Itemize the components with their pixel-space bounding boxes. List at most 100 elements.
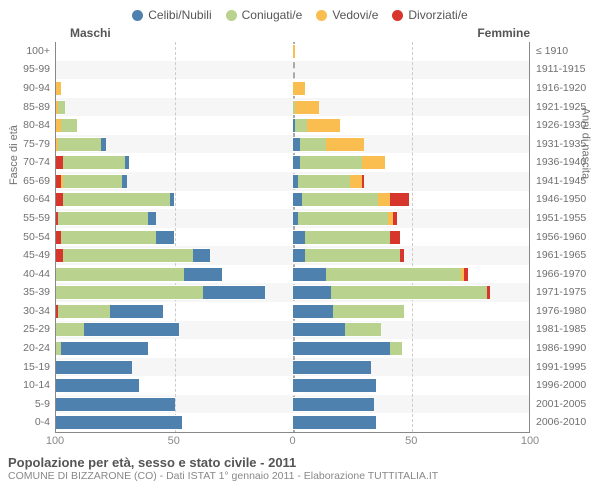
bar-segment [326, 137, 364, 152]
legend-item: Celibi/Nubili [132, 8, 211, 22]
bar-segment [390, 230, 399, 245]
year-label: 1926-1930 [530, 118, 586, 133]
year-label: 1986-1990 [530, 341, 586, 356]
legend-swatch [226, 10, 237, 21]
year-label: 1966-1970 [530, 267, 586, 282]
bar-segment [293, 415, 376, 430]
bar-segment [63, 192, 170, 207]
legend-swatch [316, 10, 327, 21]
header-female: Femmine [477, 26, 530, 40]
age-row: 95-991911-1915 [56, 62, 530, 77]
legend-label: Celibi/Nubili [148, 8, 211, 22]
bar-segment [293, 248, 305, 263]
bar-segment [350, 174, 362, 189]
bar-segment [293, 137, 300, 152]
age-row: 70-741936-1940 [56, 155, 530, 170]
bar-segment [298, 211, 388, 226]
bar-segment [293, 397, 374, 412]
chart-area: 100+≤ 191095-991911-191590-941916-192085… [55, 42, 530, 433]
age-row: 35-391971-1975 [56, 285, 530, 300]
bar-segment [61, 118, 78, 133]
bar-segment [56, 285, 203, 300]
year-label: 2001-2005 [530, 397, 586, 412]
age-row: 85-891921-1925 [56, 100, 530, 115]
bar-segment [362, 174, 364, 189]
bar-segment [331, 285, 487, 300]
bar-segment [345, 322, 381, 337]
bar-segment [300, 155, 362, 170]
bar-segment [148, 211, 155, 226]
year-label: 1996-2000 [530, 378, 586, 393]
bar-segment [58, 304, 110, 319]
bar-segment [390, 341, 402, 356]
legend-label: Vedovi/e [332, 8, 378, 22]
header-male: Maschi [70, 26, 111, 40]
bar-segment [156, 230, 175, 245]
age-label: 15-19 [23, 360, 56, 375]
bar-segment [58, 100, 65, 115]
bar-segment [56, 397, 175, 412]
year-label: 1946-1950 [530, 192, 586, 207]
bar-segment [293, 155, 300, 170]
age-row: 100+≤ 1910 [56, 44, 530, 59]
bar-segment [326, 267, 461, 282]
bar-segment [295, 118, 307, 133]
bar-segment [302, 192, 378, 207]
x-tick-label: 100 [521, 435, 539, 447]
age-row: 30-341976-1980 [56, 304, 530, 319]
bar-segment [333, 304, 404, 319]
age-label: 10-14 [23, 378, 56, 393]
bar-segment [464, 267, 469, 282]
year-label: 1981-1985 [530, 322, 586, 337]
chart-subtitle: COMUNE DI BIZZARONE (CO) - Dati ISTAT 1°… [8, 470, 600, 482]
year-label: 1931-1935 [530, 137, 586, 152]
bar-segment [125, 155, 130, 170]
age-label: 70-74 [23, 155, 56, 170]
age-label: 45-49 [23, 248, 56, 263]
bar-segment [56, 378, 139, 393]
bar-segment [56, 192, 63, 207]
footer: Popolazione per età, sesso e stato civil… [0, 449, 600, 482]
x-tick-label: 50 [168, 435, 180, 447]
bar-segment [184, 267, 222, 282]
bar-segment [390, 192, 409, 207]
legend-swatch [392, 10, 403, 21]
x-tick-label: 50 [405, 435, 417, 447]
age-row: 50-541956-1960 [56, 230, 530, 245]
legend-item: Divorziati/e [392, 8, 467, 22]
bar-segment [61, 230, 156, 245]
age-row: 55-591951-1955 [56, 211, 530, 226]
age-row: 5-92001-2005 [56, 397, 530, 412]
bar-segment [56, 322, 84, 337]
age-label: 50-54 [23, 230, 56, 245]
age-label: 80-84 [23, 118, 56, 133]
bar-segment [293, 230, 305, 245]
age-row: 15-191991-1995 [56, 360, 530, 375]
year-label: 1956-1960 [530, 230, 586, 245]
year-label: 1936-1940 [530, 155, 586, 170]
age-label: 90-94 [23, 81, 56, 96]
age-row: 0-42006-2010 [56, 415, 530, 430]
bar-segment [56, 267, 184, 282]
age-row: 40-441966-1970 [56, 267, 530, 282]
bar-segment [487, 285, 489, 300]
age-label: 0-4 [35, 415, 56, 430]
bar-segment [293, 81, 305, 96]
year-label: 1921-1925 [530, 100, 586, 115]
gender-headers: Maschi Femmine [0, 26, 600, 42]
bar-segment [307, 118, 340, 133]
year-label: ≤ 1910 [530, 44, 568, 59]
age-label: 65-69 [23, 174, 56, 189]
bar-segment [362, 155, 386, 170]
bar-segment [84, 322, 179, 337]
year-label: 1951-1955 [530, 211, 586, 226]
bar-segment [58, 137, 101, 152]
year-label: 1991-1995 [530, 360, 586, 375]
bar-segment [63, 174, 122, 189]
bar-segment [293, 378, 376, 393]
age-label: 75-79 [23, 137, 56, 152]
x-tick-label: 100 [46, 435, 64, 447]
bar-segment [293, 192, 302, 207]
bar-segment [101, 137, 106, 152]
age-label: 85-89 [23, 100, 56, 115]
